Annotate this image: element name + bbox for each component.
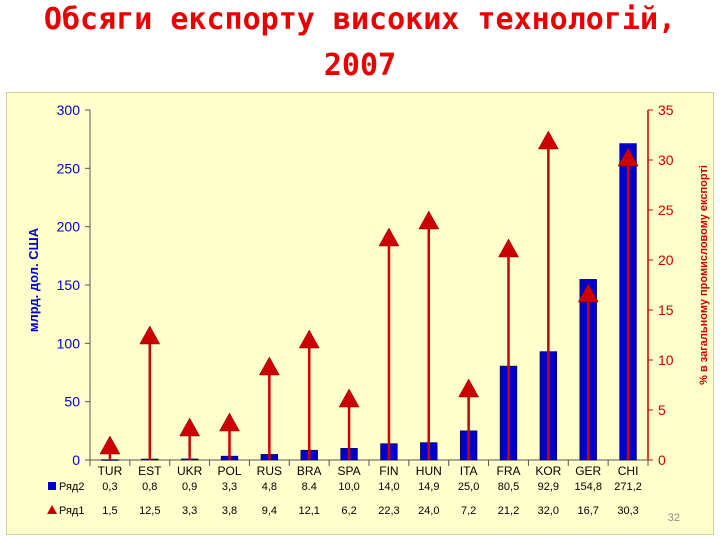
- left-axis-tick-label: 0: [72, 452, 80, 468]
- left-axis-tick-label: 100: [57, 335, 81, 351]
- data-table-value: 92,9: [538, 481, 559, 493]
- left-axis-tick-label: 300: [57, 102, 81, 118]
- data-table-value: 14,0: [378, 481, 399, 493]
- data-table-value: 271,2: [614, 481, 642, 493]
- triangle-marker: [418, 210, 440, 230]
- right-axis-tick-label: 25: [658, 202, 674, 218]
- x-category-label: FRA: [497, 464, 521, 478]
- right-axis-tick-label: 15: [658, 302, 674, 318]
- right-axis-tick-label: 10: [658, 352, 674, 368]
- data-table-value: 4,8: [262, 481, 277, 493]
- left-axis-tick-label: 250: [57, 160, 81, 176]
- x-category-label: GER: [575, 464, 601, 478]
- x-category-label: HUN: [416, 464, 442, 478]
- triangle-marker: [139, 325, 161, 345]
- y-axis-title: млрд. дол. США: [26, 227, 41, 332]
- x-category-label: SPA: [338, 464, 361, 478]
- left-axis-tick-label: 150: [57, 277, 81, 293]
- legend-series-name: Ряд2: [59, 481, 84, 493]
- data-table-value: 25,0: [458, 481, 479, 493]
- data-table-value: 7,2: [461, 505, 476, 517]
- chart-title-line1: Обсяги експорту високих технологій,: [43, 2, 677, 37]
- right-axis-tick-label: 0: [658, 452, 666, 468]
- right-axis-tick-label: 30: [658, 152, 674, 168]
- x-category-label: BRA: [297, 464, 322, 478]
- data-table-value: 10,0: [338, 481, 359, 493]
- triangle-marker: [498, 238, 519, 258]
- left-axis-tick-label: 200: [57, 219, 81, 235]
- data-table-value: 14,9: [418, 481, 439, 493]
- data-table-value: 12,5: [139, 505, 160, 517]
- data-table-value: 1,5: [102, 505, 117, 517]
- left-axis-tick-label: 50: [64, 394, 80, 410]
- data-table-value: 21,2: [498, 505, 519, 517]
- legend-key-triangle: [47, 505, 57, 514]
- data-table-value: 3,8: [222, 505, 237, 517]
- x-category-label: FIN: [379, 464, 398, 478]
- data-table-value: 3,3: [222, 481, 237, 493]
- triangle-marker: [99, 435, 121, 455]
- right-axis-tick-label: 35: [658, 102, 674, 118]
- triangle-marker: [577, 283, 599, 303]
- x-category-label: ITA: [460, 464, 478, 478]
- data-table-value: 9,4: [262, 505, 277, 517]
- data-table-value: 16,7: [578, 505, 599, 517]
- triangle-marker: [179, 417, 201, 437]
- data-table-value: 3,3: [182, 505, 197, 517]
- x-category-label: KOR: [535, 464, 561, 478]
- chart-title-line2: 2007: [323, 48, 397, 83]
- data-table-value: 0,9: [182, 481, 197, 493]
- data-table-value: 6,2: [341, 505, 356, 517]
- data-table-value: 0,8: [142, 481, 157, 493]
- right-axis-tick-label: 5: [658, 402, 666, 418]
- triangle-marker: [537, 130, 559, 150]
- triangle-marker: [378, 227, 400, 247]
- data-table-value: 154,8: [574, 481, 602, 493]
- data-table-value: 30,3: [617, 505, 638, 517]
- x-category-label: RUS: [257, 464, 282, 478]
- x-category-label: UKR: [177, 464, 203, 478]
- data-table-value: 80,5: [498, 481, 519, 493]
- right-axis-tick-label: 20: [658, 252, 674, 268]
- data-table-value: 0,3: [102, 481, 117, 493]
- x-category-label: TUR: [98, 464, 123, 478]
- x-category-label: CHI: [618, 464, 639, 478]
- x-category-label: EST: [138, 464, 162, 478]
- x-category-label: POL: [217, 464, 241, 478]
- page-number: 32: [667, 512, 680, 524]
- triangle-marker: [617, 147, 639, 167]
- data-table-value: 32,0: [538, 505, 559, 517]
- y2-axis-title: % в загальному промисловому експорті: [698, 165, 710, 385]
- data-table-value: 8.4: [302, 481, 317, 493]
- data-table-value: 24,0: [418, 505, 439, 517]
- data-table-value: 12,1: [299, 505, 320, 517]
- data-table-value: 22,3: [378, 505, 399, 517]
- triangle-marker: [458, 378, 480, 398]
- legend-series-name: Ряд1: [59, 505, 84, 517]
- triangle-marker: [258, 356, 280, 376]
- triangle-marker: [298, 329, 320, 349]
- triangle-marker: [338, 388, 360, 408]
- triangle-marker: [219, 412, 240, 432]
- legend-key-bar: [48, 482, 56, 490]
